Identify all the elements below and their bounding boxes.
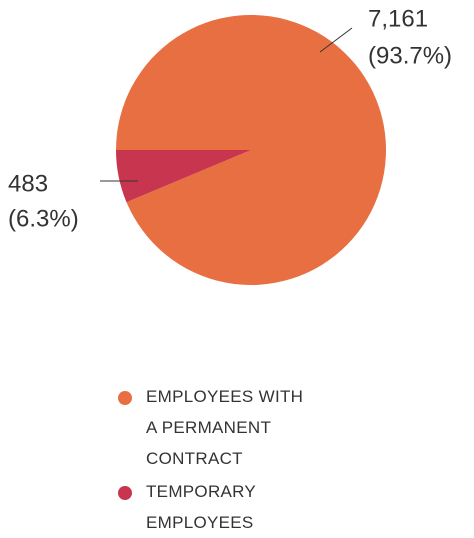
legend-label: TEMPORARY EMPLOYEES xyxy=(146,482,256,532)
legend-line: A PERMANENT xyxy=(146,418,271,437)
pie-slice xyxy=(116,14,387,286)
legend-label: EMPLOYEES WITH A PERMANENT CONTRACT xyxy=(146,387,303,468)
data-label: 7,161 xyxy=(368,5,428,32)
legend-line: EMPLOYEES WITH xyxy=(146,387,303,406)
leader-line xyxy=(319,27,353,53)
legend-line: CONTRACT xyxy=(146,449,243,468)
legend-line: TEMPORARY xyxy=(146,482,256,501)
pie-slice xyxy=(116,150,251,203)
legend-marker xyxy=(118,391,132,405)
percent-label: (6.3%) xyxy=(8,205,79,232)
legend-line: EMPLOYEES xyxy=(146,513,254,532)
data-label: 483 xyxy=(8,170,48,197)
legend-marker xyxy=(118,486,132,500)
percent-label: (93.7%) xyxy=(368,42,452,69)
